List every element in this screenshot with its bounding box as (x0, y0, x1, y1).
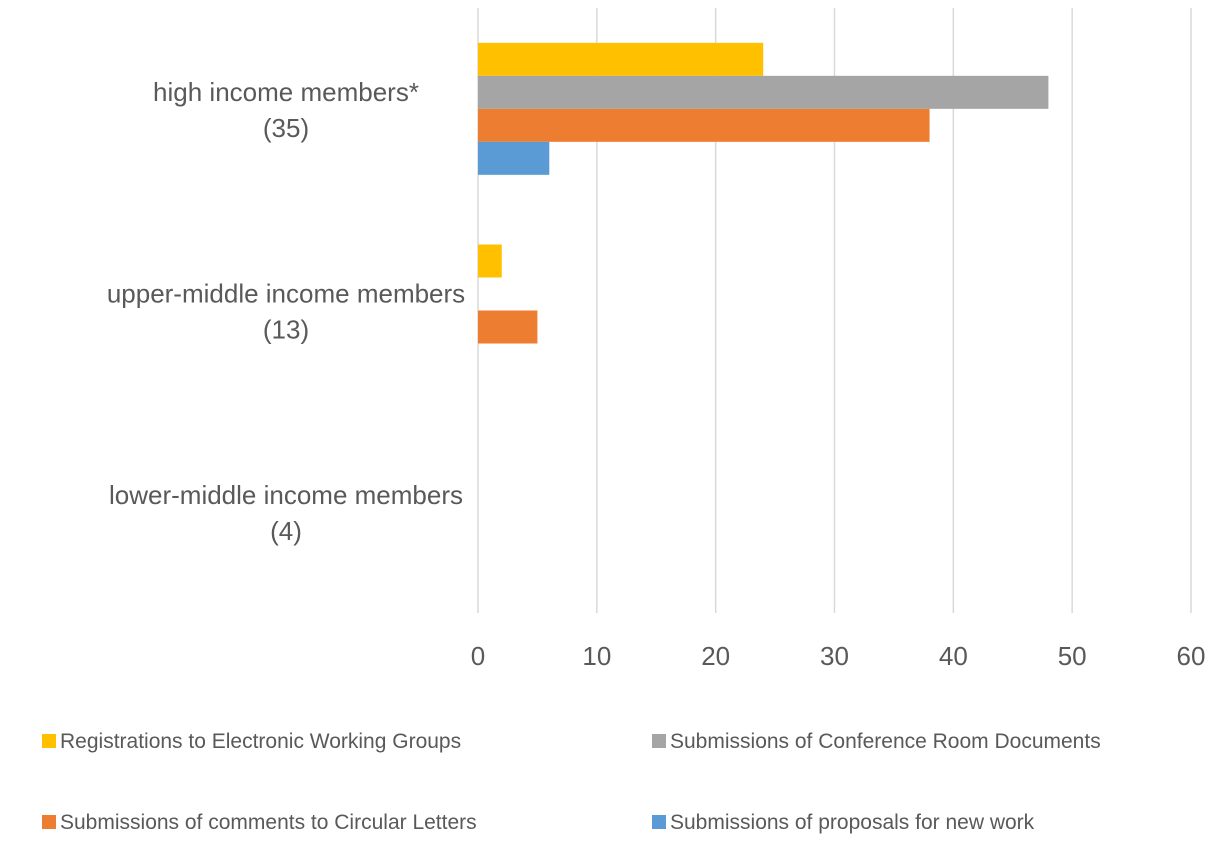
bar (478, 42, 764, 76)
category-label: high income members* (153, 77, 419, 107)
bars (478, 42, 1049, 344)
legend-swatch (652, 815, 666, 829)
x-tick-label: 20 (701, 641, 730, 671)
x-tick-label: 30 (820, 641, 849, 671)
legend-label: Registrations to Electronic Working Grou… (60, 730, 461, 753)
bar (478, 108, 930, 142)
x-tick-label: 0 (471, 641, 485, 671)
x-tick-label: 60 (1177, 641, 1206, 671)
x-axis-tick-labels: 0 10 20 30 40 50 60 (471, 641, 1206, 671)
x-tick-label: 10 (582, 641, 611, 671)
legend-label: Submissions of proposals for new work (670, 811, 1035, 834)
legend-swatch (42, 815, 56, 829)
legend-swatch (652, 734, 666, 748)
legend-swatch (42, 734, 56, 748)
category-labels: high income members* (35) upper-middle inc… (107, 77, 465, 546)
x-tick-label: 50 (1058, 641, 1087, 671)
legend-label: Submissions of Conference Room Documents (670, 730, 1101, 753)
x-tick-label: 40 (939, 641, 968, 671)
category-count-label: (4) (270, 516, 302, 546)
bar (478, 141, 550, 175)
category-label: upper-middle income members (107, 279, 465, 309)
category-label: lower-middle income members (109, 480, 463, 510)
bar (478, 75, 1049, 109)
legend: Registrations to Electronic Working Grou… (42, 730, 1101, 834)
category-count-label: (35) (263, 113, 309, 143)
bar (478, 244, 502, 278)
bar (478, 310, 538, 344)
category-count-label: (13) (263, 315, 309, 345)
legend-label: Submissions of comments to Circular Lett… (60, 811, 477, 834)
